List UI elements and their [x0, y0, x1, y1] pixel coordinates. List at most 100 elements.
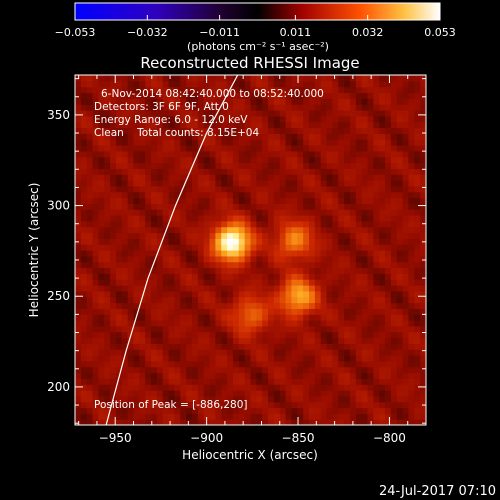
heatmap-cell [168, 209, 176, 216]
heatmap-cell [104, 325, 111, 333]
heatmap-cell [104, 191, 111, 199]
heatmap-cell [279, 372, 287, 379]
heatmap-cell [232, 191, 240, 199]
heatmap-cell [127, 168, 135, 175]
heatmap-cell [414, 162, 421, 169]
heatmap-cell [180, 209, 187, 216]
heatmap-cell [203, 261, 211, 269]
heatmap-cell [180, 401, 187, 409]
heatmap-cell [297, 349, 304, 356]
heatmap-cell [139, 261, 146, 269]
heatmap-cell [98, 180, 105, 187]
heatmap-cell [379, 127, 386, 134]
heatmap-cell [414, 355, 421, 362]
heatmap-cell [151, 185, 158, 193]
heatmap-cell [232, 121, 240, 129]
heatmap-cell [221, 180, 228, 187]
heatmap-cell [139, 390, 146, 397]
heatmap-cell [291, 407, 298, 414]
heatmap-cell [390, 325, 398, 333]
heatmap-cell [297, 75, 304, 82]
heatmap-cell [273, 320, 281, 327]
heatmap-cell [127, 180, 135, 187]
heatmap-cell [75, 261, 82, 269]
heatmap-cell [344, 139, 351, 146]
heatmap-cell [402, 203, 410, 210]
heatmap-cell [361, 255, 369, 263]
heatmap-cell [86, 226, 94, 234]
heatmap-cell [338, 390, 345, 397]
heatmap-cell [180, 110, 187, 117]
heatmap-cell [396, 115, 404, 123]
heatmap-cell [174, 285, 181, 292]
heatmap-cell [250, 244, 257, 251]
heatmap-cell [156, 197, 164, 204]
heatmap-cell [408, 168, 415, 175]
heatmap-cell [139, 150, 146, 158]
heatmap-cell [250, 127, 257, 134]
heatmap-cell [133, 168, 140, 175]
heatmap-cell [256, 261, 263, 269]
heatmap-cell [349, 209, 357, 216]
heatmap-cell [268, 150, 275, 158]
heatmap-cell [168, 238, 176, 245]
heatmap-cell [80, 314, 88, 321]
heatmap-cell [273, 366, 281, 374]
heatmap-cell [192, 395, 199, 403]
heatmap-cell [151, 162, 158, 169]
heatmap-cell [238, 331, 246, 339]
heatmap-cell [396, 220, 404, 228]
heatmap-cell [314, 115, 322, 123]
heatmap-cell [215, 197, 222, 204]
heatmap-cell [379, 331, 386, 339]
x-axis-label: Heliocentric X (arcsec) [182, 448, 318, 462]
heatmap-cell [250, 390, 257, 397]
heatmap-cell [127, 121, 135, 129]
heatmap-cell [279, 191, 287, 199]
heatmap-cell [379, 390, 386, 397]
heatmap-cell [92, 156, 99, 164]
heatmap-cell [250, 279, 257, 286]
heatmap-cell [162, 110, 170, 117]
heatmap-cell [402, 98, 410, 105]
heatmap-cell [197, 360, 205, 368]
heatmap-cell [174, 355, 181, 362]
heatmap-cell [408, 220, 415, 228]
heatmap-cell [420, 92, 426, 99]
heatmap-cell [402, 302, 410, 309]
heatmap-cell [297, 384, 304, 391]
heatmap-cell [379, 244, 386, 251]
heatmap-cell [110, 197, 117, 204]
heatmap-cell [232, 331, 240, 339]
heatmap-cell [192, 320, 199, 327]
heatmap-cell [104, 92, 111, 99]
heatmap-cell [145, 261, 152, 269]
heatmap-cell [279, 261, 287, 269]
heatmap-cell [197, 215, 205, 222]
heatmap-cell [139, 267, 146, 274]
heatmap-cell [256, 226, 263, 234]
heatmap-cell [92, 215, 99, 222]
heatmap-cell [396, 296, 404, 304]
heatmap-cell [104, 145, 111, 152]
heatmap-cell [203, 197, 211, 204]
heatmap-cell [314, 185, 322, 193]
heatmap-cell [110, 220, 117, 228]
heatmap-cell [250, 372, 257, 379]
heatmap-cell [168, 220, 176, 228]
heatmap-cell [115, 419, 123, 425]
heatmap-cell [402, 343, 410, 350]
heatmap-cell [180, 296, 187, 304]
heatmap-cell [180, 191, 187, 199]
heatmap-cell [291, 355, 298, 362]
heatmap-cell [303, 250, 310, 257]
heatmap-cell [156, 355, 164, 362]
heatmap-cell [379, 162, 386, 169]
heatmap-cell [115, 325, 123, 333]
heatmap-cell [215, 390, 222, 397]
heatmap-cell [244, 209, 252, 216]
heatmap-cell [162, 395, 170, 403]
heatmap-cell [332, 273, 339, 280]
heatmap-cell [151, 384, 158, 391]
heatmap-cell [385, 413, 392, 420]
